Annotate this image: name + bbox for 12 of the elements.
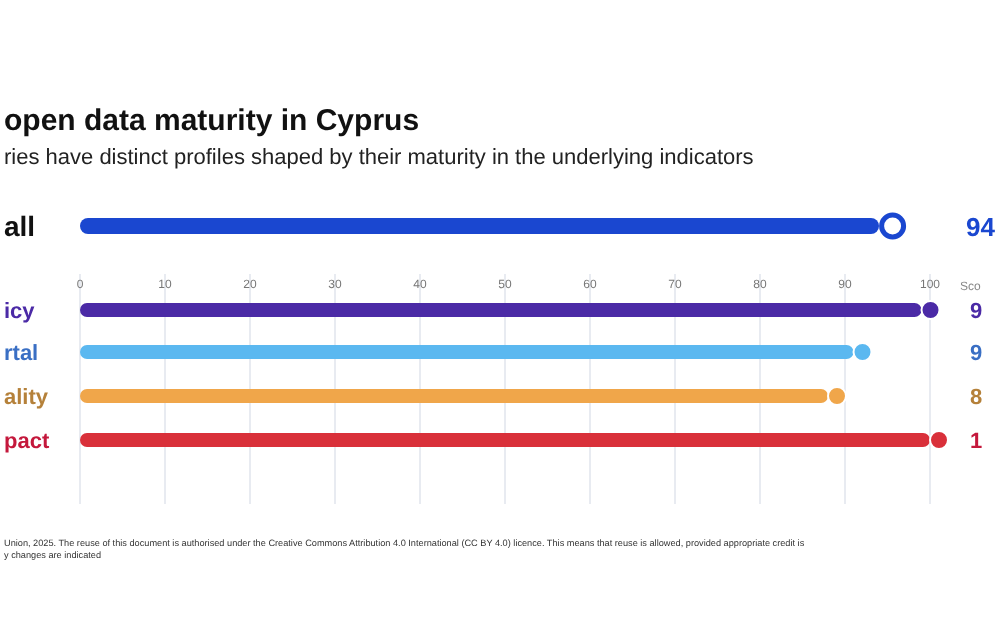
y-tick-label: pact — [4, 430, 50, 454]
text: 94 — [966, 212, 997, 242]
text: 9 — [970, 342, 983, 366]
y-tick-label: rtal — [4, 342, 39, 366]
text: 1 — [970, 430, 983, 454]
chart-subtitle: ries have distinct profiles shaped by their maturity in the underlying indicators — [4, 146, 755, 170]
y-tick-label: icy — [4, 300, 37, 324]
chart-title: open data maturity in Cyprus — [4, 104, 420, 138]
text: 8 — [970, 386, 983, 410]
y-tick-label: all — [4, 210, 36, 242]
y-tick-label: ality — [4, 386, 50, 410]
text: 9 — [970, 300, 983, 324]
